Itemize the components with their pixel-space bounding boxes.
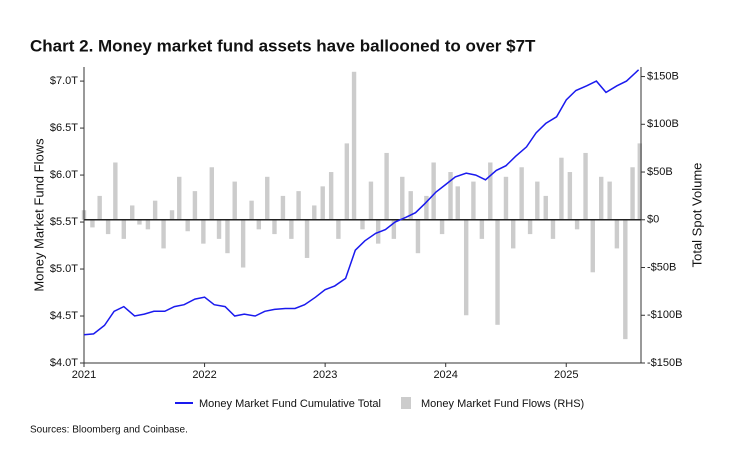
bar bbox=[185, 219, 190, 232]
bar bbox=[614, 219, 620, 249]
x-tick-label: 2023 bbox=[313, 369, 337, 381]
legend-label: Money Market Fund Cumulative Total bbox=[199, 398, 381, 410]
bar bbox=[590, 219, 595, 273]
bar bbox=[463, 219, 469, 316]
bar bbox=[105, 219, 111, 235]
bar bbox=[630, 167, 635, 220]
bar bbox=[360, 219, 365, 230]
bar bbox=[169, 210, 175, 220]
source-note: Sources: Bloomberg and Coinbase. bbox=[30, 425, 188, 436]
bar bbox=[90, 219, 95, 228]
bar bbox=[265, 176, 270, 220]
bar bbox=[192, 191, 198, 220]
bar bbox=[351, 71, 357, 220]
bar bbox=[479, 219, 485, 239]
bar bbox=[415, 219, 421, 254]
legend-label: Money Market Fund Flows (RHS) bbox=[421, 398, 584, 410]
bar bbox=[527, 219, 533, 235]
bar bbox=[161, 219, 166, 249]
bar bbox=[384, 152, 389, 220]
y-tick-label: $6.0T bbox=[50, 169, 78, 181]
bar bbox=[344, 143, 350, 220]
y-tick-label: $4.5T bbox=[50, 310, 78, 322]
y2-tick-label: -$150B bbox=[647, 357, 682, 369]
bar bbox=[368, 181, 374, 220]
y2-tick-label: $0 bbox=[647, 214, 659, 226]
y2-tick-label: $50B bbox=[647, 166, 673, 178]
bar bbox=[145, 219, 151, 230]
bar bbox=[599, 176, 604, 220]
bar bbox=[535, 181, 540, 220]
bar bbox=[439, 219, 445, 235]
bar bbox=[559, 157, 564, 220]
bar bbox=[209, 167, 214, 220]
y2-tick-label: $100B bbox=[647, 118, 679, 130]
bar bbox=[400, 176, 405, 220]
bar bbox=[289, 219, 294, 239]
bar bbox=[137, 219, 142, 225]
y-tick-label: $5.0T bbox=[50, 263, 78, 275]
bar bbox=[488, 162, 493, 220]
bar bbox=[543, 195, 548, 220]
bar bbox=[391, 219, 397, 239]
x-tick-label: 2022 bbox=[192, 369, 216, 381]
bar bbox=[328, 172, 334, 220]
bar bbox=[431, 162, 436, 220]
bar bbox=[320, 186, 325, 220]
bar bbox=[272, 219, 277, 235]
bar bbox=[574, 219, 580, 230]
y2-tick-label: -$100B bbox=[647, 309, 682, 321]
bar bbox=[623, 219, 628, 340]
x-tick-label: 2021 bbox=[72, 369, 96, 381]
y-tick-label: $7.0T bbox=[50, 75, 78, 87]
bar bbox=[424, 195, 429, 220]
bar bbox=[130, 205, 135, 220]
bar bbox=[495, 219, 500, 325]
x-tick-label: 2024 bbox=[433, 369, 457, 381]
bar bbox=[550, 219, 556, 239]
y-tick-label: $5.5T bbox=[50, 216, 78, 228]
bar bbox=[121, 219, 126, 239]
bar bbox=[519, 167, 524, 220]
bar bbox=[152, 200, 158, 220]
bar bbox=[503, 176, 509, 220]
bar bbox=[455, 186, 460, 220]
bar bbox=[408, 191, 413, 220]
bar bbox=[336, 219, 341, 239]
y-tick-label: $4.0T bbox=[50, 357, 78, 369]
line bbox=[83, 69, 640, 336]
bar bbox=[232, 181, 237, 220]
y-axis-title: Money Market Fund Flows bbox=[31, 138, 46, 292]
bar bbox=[637, 143, 642, 220]
bar bbox=[177, 176, 182, 220]
bar bbox=[567, 172, 573, 220]
bar bbox=[448, 172, 453, 220]
chart-title: Chart 2. Money market fund assets have b… bbox=[30, 36, 536, 55]
y2-axis-title: Total Spot Volume bbox=[689, 163, 704, 268]
bar bbox=[216, 219, 222, 239]
y2-tick-label: -$50B bbox=[647, 261, 676, 273]
bar bbox=[296, 191, 301, 220]
bar bbox=[240, 219, 246, 268]
bar bbox=[471, 181, 476, 220]
bar bbox=[249, 200, 254, 220]
bar bbox=[511, 219, 516, 249]
y-tick-label: $6.5T bbox=[50, 122, 78, 134]
bar bbox=[256, 219, 262, 230]
bar bbox=[312, 205, 317, 220]
bar bbox=[225, 219, 230, 254]
bar bbox=[201, 219, 206, 244]
bar bbox=[607, 181, 612, 220]
bar bbox=[583, 152, 588, 220]
y2-tick-label: $150B bbox=[647, 70, 679, 82]
bar bbox=[304, 219, 310, 258]
legend-swatch bbox=[401, 397, 411, 409]
bar bbox=[97, 195, 102, 220]
bar bbox=[280, 195, 286, 220]
bar bbox=[113, 162, 118, 220]
x-tick-label: 2025 bbox=[554, 369, 578, 381]
